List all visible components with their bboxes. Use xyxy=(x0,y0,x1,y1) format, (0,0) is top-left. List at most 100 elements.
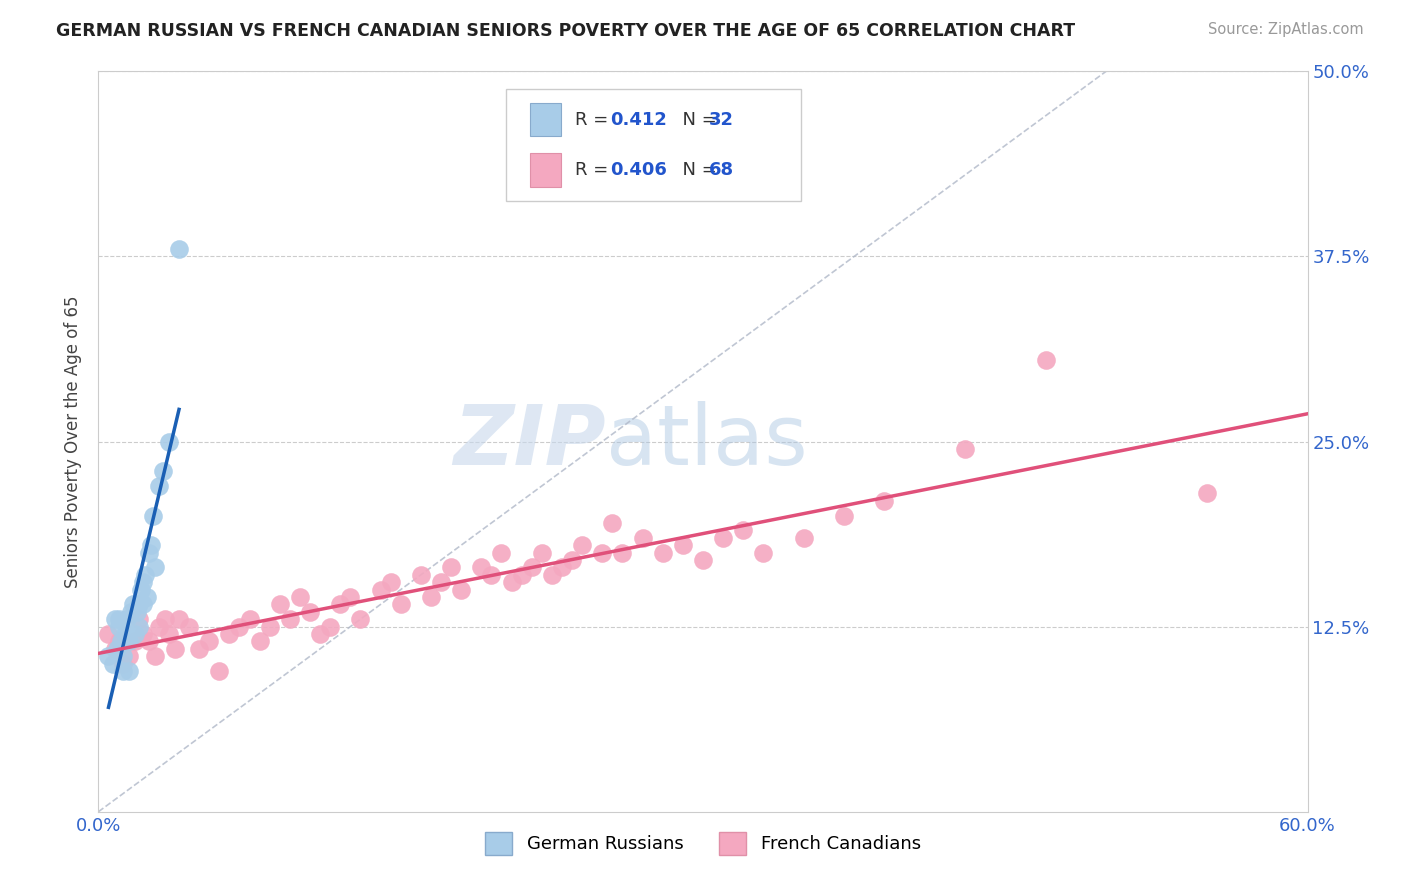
Point xyxy=(329,598,352,612)
Point xyxy=(530,546,553,560)
Point xyxy=(380,575,402,590)
Point xyxy=(138,546,160,560)
Text: atlas: atlas xyxy=(606,401,808,482)
Point xyxy=(430,575,453,590)
Point xyxy=(278,612,301,626)
Point xyxy=(733,524,755,538)
Point xyxy=(470,560,492,574)
Point xyxy=(672,538,695,552)
Point xyxy=(319,619,342,633)
Point xyxy=(103,612,125,626)
Text: N =: N = xyxy=(671,111,723,128)
Point xyxy=(510,567,533,582)
Point xyxy=(631,531,654,545)
Point xyxy=(228,619,250,633)
Text: GERMAN RUSSIAN VS FRENCH CANADIAN SENIORS POVERTY OVER THE AGE OF 65 CORRELATION: GERMAN RUSSIAN VS FRENCH CANADIAN SENIOR… xyxy=(56,22,1076,40)
Point xyxy=(409,567,432,582)
Point xyxy=(179,619,201,633)
Point xyxy=(125,605,148,619)
Point xyxy=(129,582,152,597)
Text: 32: 32 xyxy=(709,111,734,128)
Point xyxy=(148,479,170,493)
Point xyxy=(124,634,146,648)
Point xyxy=(339,590,361,604)
Point xyxy=(148,619,170,633)
Point xyxy=(135,590,157,604)
Point xyxy=(349,612,371,626)
Point xyxy=(540,567,562,582)
Point xyxy=(711,531,734,545)
Point xyxy=(491,546,513,560)
Point xyxy=(143,560,166,574)
Point xyxy=(153,612,176,626)
Point xyxy=(118,664,141,678)
Point xyxy=(139,538,162,552)
Point xyxy=(1195,486,1218,500)
Point xyxy=(107,612,129,626)
Point xyxy=(132,627,155,641)
Point xyxy=(163,641,186,656)
Point xyxy=(134,567,156,582)
Point xyxy=(651,546,673,560)
Text: 68: 68 xyxy=(709,161,734,179)
Point xyxy=(450,582,472,597)
Point xyxy=(299,605,322,619)
Text: 0.406: 0.406 xyxy=(610,161,666,179)
Point xyxy=(249,634,271,648)
Point xyxy=(873,493,896,508)
Point xyxy=(612,546,634,560)
Point xyxy=(440,560,463,574)
Point xyxy=(128,598,150,612)
Text: ZIP: ZIP xyxy=(454,401,606,482)
Point xyxy=(132,598,155,612)
Point xyxy=(142,508,165,523)
Text: N =: N = xyxy=(671,161,723,179)
Point xyxy=(128,612,150,626)
Point xyxy=(152,464,174,478)
Point xyxy=(793,531,815,545)
Point xyxy=(218,627,240,641)
Point xyxy=(103,641,125,656)
Point xyxy=(97,649,120,664)
Point xyxy=(120,605,142,619)
Point xyxy=(114,627,136,641)
Point xyxy=(110,634,132,648)
Point xyxy=(111,664,134,678)
Text: Source: ZipAtlas.com: Source: ZipAtlas.com xyxy=(1208,22,1364,37)
Point xyxy=(167,242,190,256)
Point xyxy=(101,657,124,671)
Point xyxy=(481,567,503,582)
Point xyxy=(198,634,221,648)
Point xyxy=(551,560,574,574)
Point xyxy=(561,553,583,567)
Text: R =: R = xyxy=(575,111,614,128)
Point xyxy=(208,664,231,678)
Point xyxy=(167,612,190,626)
Point xyxy=(107,619,129,633)
Point xyxy=(157,627,180,641)
Point xyxy=(501,575,523,590)
Point xyxy=(138,634,160,648)
Point xyxy=(259,619,281,633)
Point xyxy=(953,442,976,456)
Text: 0.412: 0.412 xyxy=(610,111,666,128)
Point xyxy=(389,598,412,612)
Point xyxy=(832,508,855,523)
Point xyxy=(239,612,262,626)
Point xyxy=(188,641,211,656)
Point xyxy=(115,612,138,626)
Legend: German Russians, French Canadians: German Russians, French Canadians xyxy=(485,832,921,855)
Point xyxy=(111,649,134,664)
Point xyxy=(121,598,143,612)
Point xyxy=(591,546,613,560)
Point xyxy=(132,575,155,590)
Point xyxy=(571,538,593,552)
Point xyxy=(124,627,146,641)
Point xyxy=(752,546,775,560)
Text: R =: R = xyxy=(575,161,614,179)
Point xyxy=(692,553,714,567)
Point xyxy=(105,641,128,656)
Point xyxy=(288,590,311,604)
Point xyxy=(1035,353,1057,368)
Point xyxy=(118,634,141,648)
